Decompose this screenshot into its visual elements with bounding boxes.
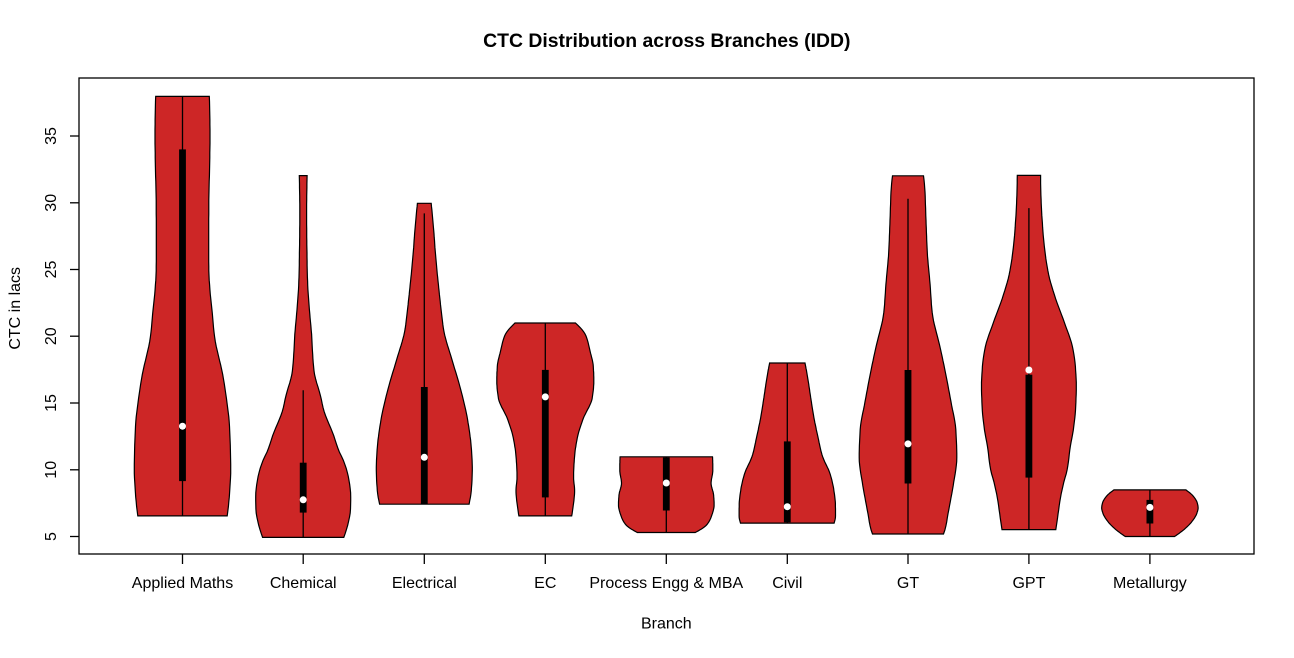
svg-text:15: 15 bbox=[43, 394, 60, 412]
svg-text:EC: EC bbox=[534, 575, 556, 592]
svg-text:10: 10 bbox=[43, 461, 60, 479]
svg-text:25: 25 bbox=[43, 261, 60, 279]
svg-text:Metallurgy: Metallurgy bbox=[1113, 575, 1187, 592]
svg-text:CTC Distribution across Branch: CTC Distribution across Branches (IDD) bbox=[483, 30, 850, 52]
svg-text:CTC in lacs: CTC in lacs bbox=[7, 267, 24, 350]
svg-text:Civil: Civil bbox=[772, 575, 802, 592]
svg-text:GT: GT bbox=[897, 575, 919, 592]
svg-text:Process Engg & MBA: Process Engg & MBA bbox=[589, 575, 743, 592]
svg-text:20: 20 bbox=[43, 327, 60, 345]
svg-text:Branch: Branch bbox=[641, 615, 692, 632]
svg-text:Applied Maths: Applied Maths bbox=[132, 575, 233, 592]
svg-text:Electrical: Electrical bbox=[392, 575, 457, 592]
svg-text:35: 35 bbox=[43, 127, 60, 145]
svg-text:GPT: GPT bbox=[1012, 575, 1045, 592]
svg-text:30: 30 bbox=[43, 194, 60, 212]
svg-text:5: 5 bbox=[43, 532, 60, 541]
svg-text:Chemical: Chemical bbox=[270, 575, 337, 592]
